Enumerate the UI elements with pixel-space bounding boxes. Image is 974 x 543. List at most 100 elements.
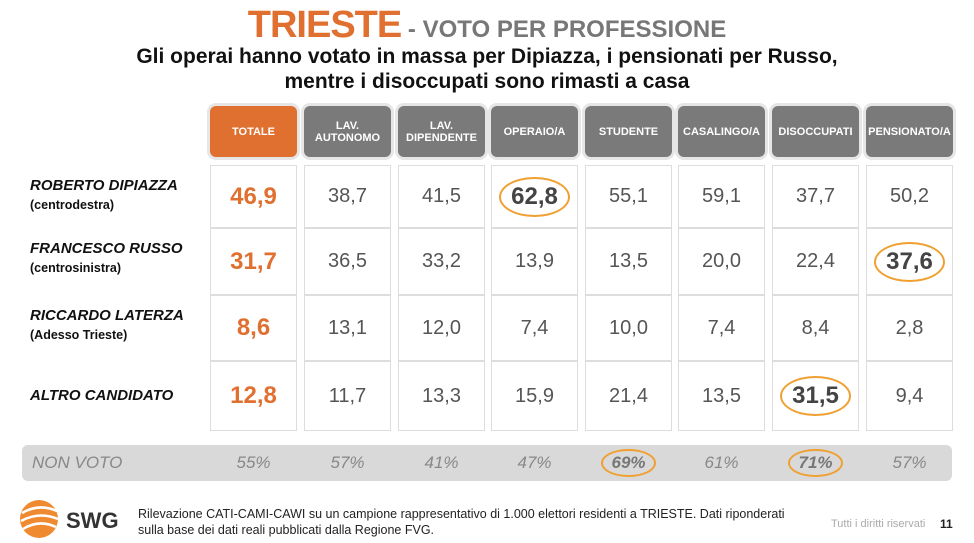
table-cell: 21,4 <box>585 361 672 431</box>
table-cell: 36,5 <box>304 228 391 295</box>
highlighted-value: 37,6 <box>874 241 945 282</box>
cell-value: 15,9 <box>515 384 554 407</box>
column-header: CASALINGO/A <box>678 106 765 157</box>
table-cell: 20,0 <box>678 228 765 295</box>
non-voto-value: 61% <box>704 453 739 472</box>
non-voto-label: NON VOTO <box>32 453 123 472</box>
note-line-2: sulla base dei dati reali pubblicati dal… <box>138 523 435 537</box>
candidate-party: (Adesso Trieste) <box>30 328 128 342</box>
cell-value: 7,4 <box>520 316 549 339</box>
cell-value: 12,0 <box>422 316 461 339</box>
column-header: LAV. AUTONOMO <box>304 106 391 157</box>
cell-value: 46,9 <box>230 182 277 210</box>
column-header: PENSIONATO/A <box>866 106 953 157</box>
cell-value: 8,4 <box>801 316 830 339</box>
table-cell: 10,0 <box>585 295 672 361</box>
non-voto-value: 55% <box>236 453 271 472</box>
subtitle-line-2: mentre i disoccupati sono rimasti a casa <box>284 70 690 93</box>
non-voto-cell: 41% <box>398 445 485 481</box>
candidate-label: RICCARDO LATERZA (Adesso Trieste) <box>30 307 205 342</box>
table-cell: 46,9 <box>210 165 297 228</box>
cell-value: 8,6 <box>236 314 271 341</box>
cell-value: 22,4 <box>796 250 835 272</box>
non-voto-cell: 71% <box>772 445 859 481</box>
candidate-label: ROBERTO DIPIAZZA (centrodestra) <box>30 177 205 212</box>
table-cell: 13,3 <box>398 361 485 431</box>
cell-value: 37,7 <box>796 185 835 207</box>
cell-value: 36,5 <box>328 250 367 272</box>
table-cell: 38,7 <box>304 165 391 228</box>
non-voto-cell: 57% <box>866 445 953 481</box>
table-cell: 37,6 <box>866 228 953 295</box>
non-voto-cell: 61% <box>678 445 765 481</box>
candidate-name: ALTRO CANDIDATO <box>30 387 174 404</box>
table-cell: 12,0 <box>398 295 485 361</box>
table-cell: 12,8 <box>210 361 297 431</box>
non-voto-cell: 69% <box>585 445 672 481</box>
table-cell: 8,4 <box>772 295 859 361</box>
title-suffix: - VOTO PER PROFESSIONE <box>401 16 727 43</box>
table-cell: 15,9 <box>491 361 578 431</box>
candidate-name: RICCARDO LATERZA <box>30 307 184 324</box>
cell-value: 11,7 <box>328 384 367 407</box>
page-number: 11 <box>940 517 953 531</box>
cell-value: 55,1 <box>609 185 648 207</box>
candidate-label: FRANCESCO RUSSO (centrosinistra) <box>30 240 205 275</box>
table-cell: 37,7 <box>772 165 859 228</box>
candidate-party: (centrosinistra) <box>30 261 121 275</box>
cell-value: 12,8 <box>230 382 277 409</box>
table-cell: 8,6 <box>210 295 297 361</box>
table-cell: 13,5 <box>585 228 672 295</box>
table-cell: 13,5 <box>678 361 765 431</box>
non-voto-value: 57% <box>892 453 927 472</box>
non-voto-cell: 47% <box>491 445 578 481</box>
cell-value: 33,2 <box>422 250 461 272</box>
column-header: OPERAIO/A <box>491 106 578 157</box>
candidate-party: (centrodestra) <box>30 198 115 212</box>
table-cell: 41,5 <box>398 165 485 228</box>
cell-value: 13,3 <box>422 384 461 407</box>
cell-value: 2,8 <box>895 316 924 339</box>
table-cell: 22,4 <box>772 228 859 295</box>
cell-value: 50,2 <box>890 185 929 207</box>
table-cell: 59,1 <box>678 165 765 228</box>
column-header: STUDENTE <box>585 106 672 157</box>
table-cell: 13,1 <box>304 295 391 361</box>
cell-value: 13,5 <box>609 250 648 272</box>
column-header: LAV. DIPENDENTE <box>398 106 485 157</box>
table-cell: 55,1 <box>585 165 672 228</box>
swg-logo-icon <box>20 500 59 538</box>
rights-text: Tutti i diritti riservati <box>831 518 926 530</box>
table-cell: 11,7 <box>304 361 391 431</box>
cell-value: 59,1 <box>702 185 741 207</box>
cell-value: 20,0 <box>702 250 741 272</box>
cell-value: 10,0 <box>609 316 648 339</box>
cell-value: 7,4 <box>707 316 736 339</box>
highlighted-value: 31,5 <box>780 376 851 416</box>
highlighted-value: 69% <box>601 449 656 477</box>
cell-value: 13,1 <box>328 316 367 339</box>
candidate-name: FRANCESCO RUSSO <box>30 240 183 257</box>
column-header: TOTALE <box>210 106 297 157</box>
note-line-1: Rilevazione CATI-CAMI-CAWI su un campion… <box>138 507 785 521</box>
cell-value: 21,4 <box>609 384 648 407</box>
slide-title: TRIESTE - VOTO PER PROFESSIONE <box>0 4 974 47</box>
table-cell: 9,4 <box>866 361 953 431</box>
column-header: DISOCCUPATI <box>772 106 859 157</box>
cell-value: 9,4 <box>895 384 924 407</box>
non-voto-cell: 57% <box>304 445 391 481</box>
non-voto-value: 47% <box>517 453 552 472</box>
table-cell: 50,2 <box>866 165 953 228</box>
title-city: TRIESTE <box>247 4 402 46</box>
table-cell: 2,8 <box>866 295 953 361</box>
table-cell: 62,8 <box>491 165 578 228</box>
table-cell: 31,7 <box>210 228 297 295</box>
cell-value: 38,7 <box>328 185 367 207</box>
table-cell: 7,4 <box>491 295 578 361</box>
methodology-note: Rilevazione CATI-CAMI-CAWI su un campion… <box>138 506 798 538</box>
non-voto-value: 57% <box>330 453 365 472</box>
cell-value: 31,7 <box>230 247 277 275</box>
cell-value: 13,5 <box>702 384 741 407</box>
cell-value: 13,9 <box>515 250 554 272</box>
non-voto-cell: 55% <box>210 445 297 481</box>
